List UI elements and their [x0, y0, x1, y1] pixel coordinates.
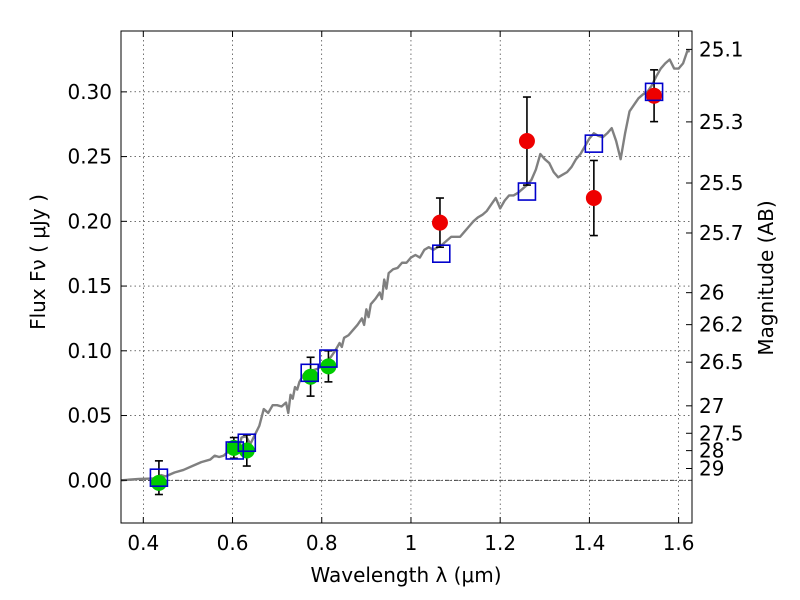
model-photometry-square — [517, 182, 537, 201]
y-tick-label: 0.15 — [67, 274, 112, 298]
right-tick-label: 25.7 — [699, 221, 744, 245]
y-tick-label: 0.20 — [67, 209, 112, 233]
right-tick-label: 25.1 — [699, 37, 744, 61]
model-photometry-square — [149, 468, 169, 487]
tick-layer: 0.4 0.6 0.8 1 1.2 1.4 1.6 0.00 0.05 0.10 0.15 0.20 0… — [67, 31, 744, 555]
plot-frame — [120, 30, 693, 524]
right-tick-label: 26.2 — [699, 313, 744, 337]
red-data-point — [431, 214, 448, 231]
model-photometry-square — [584, 134, 604, 153]
right-tick-label: 26.5 — [699, 350, 744, 374]
y-tick-label: 0.05 — [67, 404, 112, 428]
right-tick-label: 29 — [699, 456, 724, 480]
y-tick-label: 0.25 — [67, 145, 112, 169]
frame-layer — [120, 30, 693, 524]
right-tick-label: 27.5 — [699, 421, 744, 445]
red-data-point — [585, 190, 602, 207]
model-photometry-square — [300, 363, 319, 383]
model-photometry-square — [644, 82, 664, 102]
x-axis-label: Wavelength λ (μm) — [310, 563, 501, 587]
x-tick-label: 1.4 — [573, 531, 605, 555]
errorbar-layer — [154, 69, 659, 496]
model-photometry-square — [237, 433, 257, 453]
green-data-point — [302, 368, 319, 385]
right-tick-label: 25.5 — [699, 171, 744, 195]
x-tick-label: 0.8 — [306, 531, 338, 555]
y-axis-label: Flux Fν ( μJy ) — [26, 194, 50, 330]
right-tick-label: 25.3 — [699, 110, 744, 134]
right-tick-label: 28 — [699, 439, 724, 463]
x-tick-label: 1.2 — [484, 531, 516, 555]
model-photometry-square — [319, 349, 338, 368]
x-tick-label: 0.4 — [127, 531, 159, 555]
grid-layer — [121, 31, 692, 523]
x-tick-label: 1.6 — [663, 531, 695, 555]
x-tick-label: 0.6 — [217, 531, 249, 555]
y-tick-label: 0.30 — [67, 80, 112, 104]
marker-layer — [149, 82, 664, 491]
red-data-point — [518, 133, 535, 150]
y-tick-label: 0.00 — [67, 468, 112, 492]
x-tick-label: 1 — [405, 531, 418, 555]
green-data-point — [150, 474, 167, 491]
right-tick-label: 26 — [699, 281, 724, 305]
model-photometry-square — [431, 244, 451, 263]
red-data-point — [646, 87, 663, 104]
right-tick-label: 27 — [699, 394, 724, 418]
y-tick-label: 0.10 — [67, 339, 112, 363]
right-axis-label: Magnitude (AB) — [754, 200, 778, 355]
